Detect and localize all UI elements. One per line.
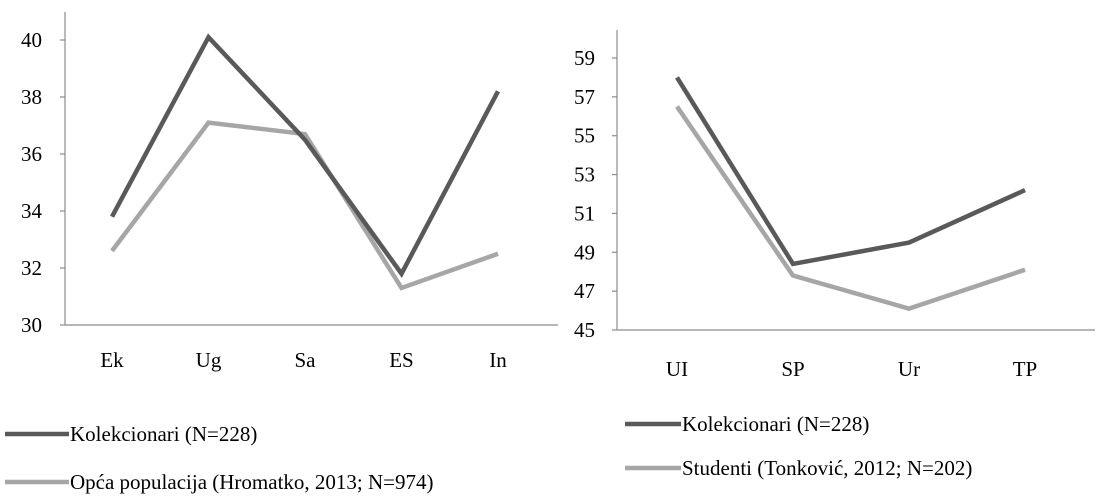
x-tick-label: TP xyxy=(1013,357,1038,381)
chart-1: 30 32 34 36 38 40 Ek Ug Sa ES In Kolekcionari (N=22… xyxy=(5,12,558,494)
y-tick-label: 32 xyxy=(21,256,42,280)
legend-label-2: Opća populacija (Hromatko, 2013; N=974) xyxy=(70,470,434,494)
legend-label-2: Studenti (Tonković, 2012; N=202) xyxy=(682,456,972,480)
series-line-1 xyxy=(110,33,500,278)
x-tick-label: SP xyxy=(781,357,804,381)
chart-2: 45 47 49 51 53 55 57 59 UI SP Ur TP Kolekcionari (N=… xyxy=(574,30,1095,480)
x-tick-label: Ek xyxy=(100,348,124,372)
y-tick-label: 36 xyxy=(21,142,42,166)
legend-label-1: Kolekcionari (N=228) xyxy=(682,412,869,436)
x-tick-label: Ug xyxy=(196,348,222,372)
series-line-1 xyxy=(675,76,1026,267)
x-tick-label: UI xyxy=(666,357,688,381)
x-tick-label: ES xyxy=(389,348,414,372)
y-tick-label: 45 xyxy=(574,318,595,342)
y-tick-label: 51 xyxy=(574,201,595,225)
x-tick-label: In xyxy=(489,348,507,372)
y-tick-label: 49 xyxy=(574,240,595,264)
y-tick-label: 53 xyxy=(574,163,595,187)
y-tick-label: 38 xyxy=(21,85,42,109)
y-tick-label: 34 xyxy=(21,199,43,223)
x-tick-label: Ur xyxy=(898,357,920,381)
x-tick-label: Sa xyxy=(295,348,317,372)
y-tick-label: 59 xyxy=(574,46,595,70)
y-tick-label: 57 xyxy=(574,85,595,109)
y-tick-label: 40 xyxy=(21,28,42,52)
legend-label-1: Kolekcionari (N=228) xyxy=(70,422,257,446)
series-line-2 xyxy=(675,105,1026,311)
y-tick-label: 30 xyxy=(21,313,42,337)
y-tick-label: 55 xyxy=(574,124,595,148)
y-tick-label: 47 xyxy=(574,279,595,303)
